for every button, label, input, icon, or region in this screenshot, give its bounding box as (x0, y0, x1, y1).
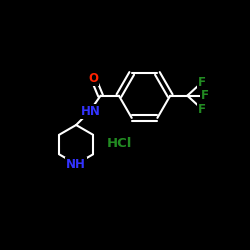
Text: F: F (198, 102, 206, 116)
Text: HCl: HCl (106, 137, 132, 150)
Text: O: O (88, 72, 98, 85)
Text: F: F (201, 89, 209, 102)
Text: HN: HN (81, 105, 101, 118)
Text: NH: NH (66, 158, 86, 170)
Text: F: F (198, 76, 206, 89)
